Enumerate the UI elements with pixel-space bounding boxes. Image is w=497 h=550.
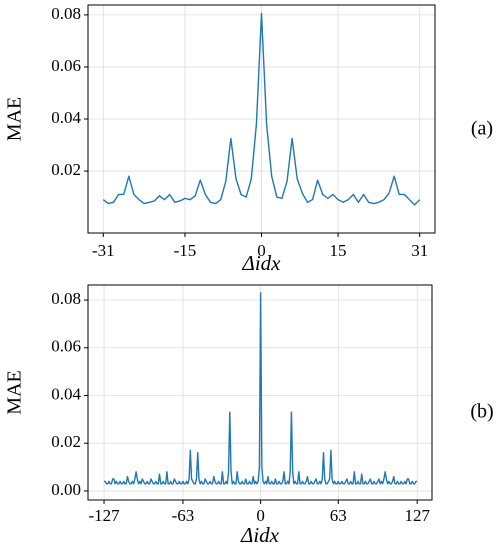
panel-label: (b) bbox=[470, 401, 493, 423]
x-axis-label: Δidx bbox=[240, 523, 280, 547]
y-tick-label: 0.06 bbox=[51, 56, 81, 75]
y-tick-label: 0.08 bbox=[51, 4, 81, 23]
plot-frame bbox=[87, 284, 433, 501]
y-tick-label: 0.04 bbox=[51, 108, 81, 127]
x-tick-label: 0 bbox=[256, 506, 265, 525]
y-tick-label: 0.02 bbox=[51, 432, 81, 451]
y-axis-label: MAE bbox=[4, 370, 26, 414]
panel-label: (a) bbox=[471, 118, 493, 140]
data-line bbox=[104, 292, 418, 485]
x-tick-label: 31 bbox=[411, 241, 428, 260]
y-tick-label: 0.06 bbox=[51, 337, 81, 356]
x-tick-label: -63 bbox=[172, 506, 195, 525]
y-tick-label: 0.02 bbox=[51, 160, 81, 179]
y-tick-label: 0.08 bbox=[51, 289, 81, 308]
x-tick-label: 63 bbox=[330, 506, 347, 525]
x-tick-label: -15 bbox=[174, 241, 197, 260]
x-tick-label: 0 bbox=[257, 241, 266, 260]
y-axis-label: MAE bbox=[4, 97, 26, 141]
y-tick-label: 0.00 bbox=[51, 480, 81, 499]
x-tick-label: -31 bbox=[92, 241, 115, 260]
data-line bbox=[102, 12, 421, 206]
x-axis-label: Δidx bbox=[242, 251, 282, 275]
x-tick-label: -127 bbox=[88, 506, 120, 525]
x-tick-label: 15 bbox=[330, 241, 347, 260]
plot-frame bbox=[87, 4, 436, 234]
x-tick-label: 127 bbox=[404, 506, 430, 525]
y-tick-label: 0.04 bbox=[51, 384, 81, 403]
